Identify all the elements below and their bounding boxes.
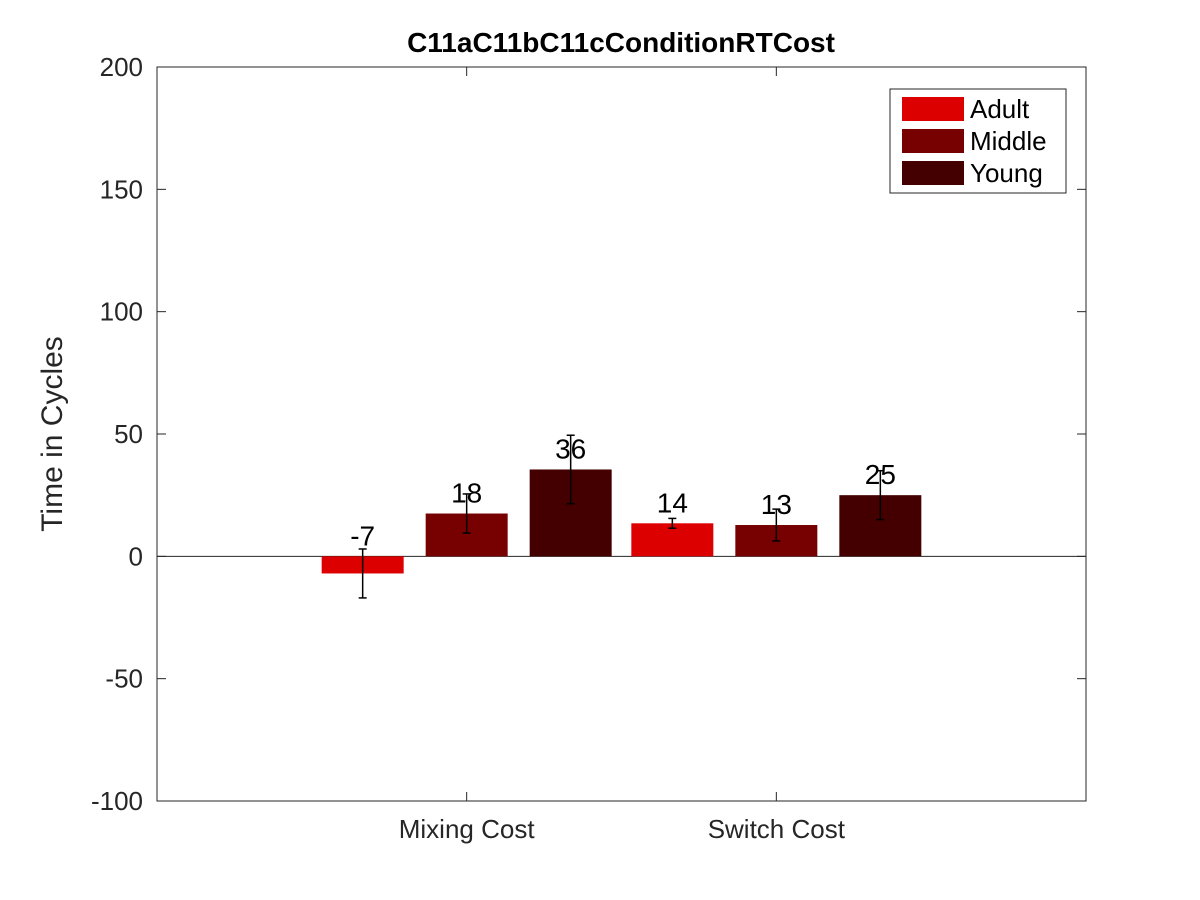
- y-tick-label: 100: [100, 297, 143, 327]
- y-axis-ticks: -100 -50 0 50 100 150 200: [91, 52, 1086, 816]
- y-tick-label: -100: [91, 786, 143, 816]
- data-label: -7: [350, 520, 375, 551]
- legend-swatch-young: [902, 161, 964, 185]
- data-label: 14: [657, 487, 688, 518]
- legend-swatch-middle: [902, 129, 964, 153]
- y-tick-label: 0: [129, 541, 143, 571]
- data-label: 18: [451, 478, 482, 509]
- legend-swatch-adult: [902, 97, 964, 121]
- x-tick-label: Mixing Cost: [399, 814, 536, 844]
- legend-label: Adult: [970, 94, 1030, 124]
- y-tick-label: 150: [100, 174, 143, 204]
- y-tick-label: -50: [105, 664, 143, 694]
- legend-label: Young: [970, 158, 1043, 188]
- data-label: 36: [555, 433, 586, 464]
- bars-layer: -7 14 18 13 36 25: [321, 433, 922, 599]
- data-label: 25: [865, 459, 896, 490]
- data-label: 13: [761, 489, 792, 520]
- y-tick-label: 50: [114, 419, 143, 449]
- chart-title: C11aC11bC11cConditionRTCost: [407, 27, 835, 58]
- y-tick-label: 200: [100, 52, 143, 82]
- y-axis-label: Time in Cycles: [36, 336, 69, 532]
- x-tick-label: Switch Cost: [708, 814, 846, 844]
- legend-label: Middle: [970, 126, 1047, 156]
- x-axis-ticks: Mixing Cost Switch Cost: [399, 67, 846, 844]
